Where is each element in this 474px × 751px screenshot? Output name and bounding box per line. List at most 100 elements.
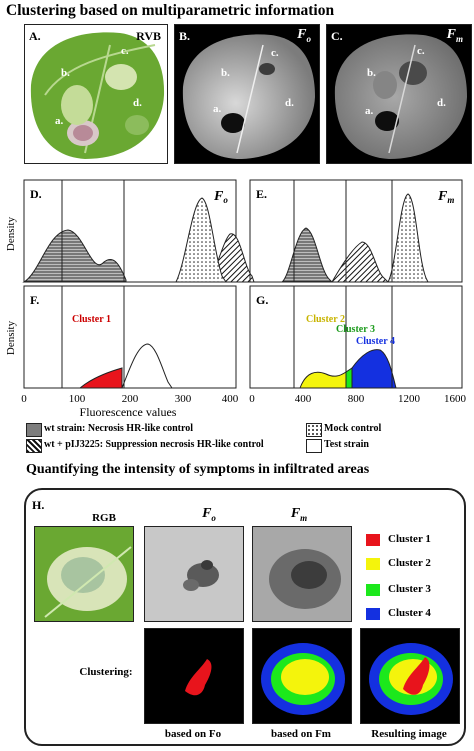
left-tick-1: 100 xyxy=(69,393,86,405)
panel-b-label-main: F xyxy=(297,27,307,42)
left-tick-2: 200 xyxy=(122,393,139,405)
h-cluster-fo-map xyxy=(185,659,212,696)
col-header-fm-sub: m xyxy=(300,512,308,523)
panel-h-letter: H. xyxy=(32,498,45,512)
plot-d-curve-mock xyxy=(175,197,227,283)
clustering-label: Clustering: xyxy=(79,666,133,678)
plot-f-ylabel: Density xyxy=(5,320,17,355)
panel-b-fo-image: B. Fo b. c. d. a. xyxy=(174,24,320,164)
plot-g-cluster2-label: Cluster 2 xyxy=(306,314,345,325)
left-tick-3: 300 xyxy=(175,393,192,405)
plot-f-cluster1-area xyxy=(78,367,123,389)
plot-d-ylabel: Density xyxy=(5,216,17,251)
figure-title-top: Clustering based on multiparametric info… xyxy=(6,2,335,19)
left-tick-0: 0 xyxy=(21,393,27,405)
col-header-fo-sub: o xyxy=(211,512,216,523)
plot-d-letter: D. xyxy=(30,187,42,201)
plot-g-cluster3-label: Cluster 3 xyxy=(336,324,375,335)
h-cluster-fm-image xyxy=(252,628,352,724)
col-header-fo: Fo xyxy=(184,506,234,523)
plot-e-label: Fm xyxy=(437,189,454,205)
leaf-tag-b: b. xyxy=(61,67,70,79)
leaf-tag-d: d. xyxy=(133,97,142,109)
panel-c-label: Fm xyxy=(447,27,463,44)
plot-e-label-main: F xyxy=(437,189,448,204)
h-rgb-image xyxy=(34,526,134,622)
fo-tag-c: c. xyxy=(271,47,279,59)
plot-e-letter: E. xyxy=(256,187,267,201)
panel-b-label: Fo xyxy=(297,27,311,44)
panel-b-label-sub: o xyxy=(306,33,312,44)
fm-tag-b: b. xyxy=(367,67,376,79)
fo-tag-d: d. xyxy=(285,97,294,109)
right-tick-2: 800 xyxy=(348,393,365,405)
fm-tag-a: a. xyxy=(365,105,374,117)
plot-e-curve-necrosis xyxy=(280,227,334,283)
left-tick-4: 400 xyxy=(222,393,239,405)
plot-e-label-sub: m xyxy=(447,195,454,205)
cluster-4-label: Cluster 4 xyxy=(388,607,431,619)
right-tick-3: 1200 xyxy=(398,393,421,405)
legend-swatch-mock xyxy=(306,423,322,437)
leaf-photo xyxy=(30,32,165,159)
plot-d-label-main: F xyxy=(213,189,224,204)
leaf-tag-c: c. xyxy=(121,45,129,57)
panel-a-label: RVB xyxy=(136,29,161,43)
panel-h-box: H. RGB Fo Fm Cluster 1 Cluster 2 Cluster… xyxy=(24,488,466,746)
plot-g-cluster2-area xyxy=(299,371,347,389)
plot-f-cluster-label: Cluster 1 xyxy=(72,314,111,325)
right-tick-0: 0 xyxy=(249,393,255,405)
col-header-fm: Fm xyxy=(274,506,324,523)
h-rgb-photo xyxy=(44,546,132,618)
plot-d-label: Fo xyxy=(213,189,228,205)
panel-c-label-main: F xyxy=(446,27,456,42)
fm-photo xyxy=(334,34,467,159)
right-tick-1: 400 xyxy=(295,393,312,405)
legend-text-test: Test strain xyxy=(324,439,369,450)
col-header-fm-main: F xyxy=(290,506,301,521)
col-header-fo-main: F xyxy=(202,506,212,521)
h-fm-photo xyxy=(269,549,341,609)
plot-g-cluster3-area xyxy=(345,367,353,389)
panel-a-leaf-image: A. RVB b. c. d. a. xyxy=(24,24,168,164)
plot-e-curve-suppression xyxy=(331,241,390,283)
leaf-tag-a: a. xyxy=(55,115,64,127)
plot-xlabel: Fluorescence values xyxy=(80,405,177,419)
plot-d-label-sub: o xyxy=(223,195,228,205)
caption-based-on-fm: based on Fm xyxy=(271,728,331,740)
cluster-3-swatch xyxy=(366,584,380,596)
fm-tag-d: d. xyxy=(437,97,446,109)
col-header-rgb: RGB xyxy=(92,512,116,524)
cluster-3-label: Cluster 3 xyxy=(388,583,431,595)
plot-g-cluster4-label: Cluster 4 xyxy=(356,336,395,347)
plot-g-cluster4-area xyxy=(351,349,397,389)
figure-title-bottom: Quantifying the intensity of symptoms in… xyxy=(26,462,370,477)
legend-text-necrosis: wt strain: Necrosis HR-like control xyxy=(44,423,194,434)
plot-f-letter: F. xyxy=(30,293,39,307)
cluster-2-swatch xyxy=(366,558,380,570)
left-tick-labels: 0 100 200 300 400 xyxy=(21,393,239,405)
fo-tag-b: b. xyxy=(221,67,230,79)
h-cluster-fo-image xyxy=(144,628,244,724)
legend-swatch-test xyxy=(306,439,322,453)
panel-c-letter: C. xyxy=(331,29,343,43)
plot-g-letter: G. xyxy=(256,293,268,307)
caption-based-on-fo: based on Fo xyxy=(164,728,222,740)
panel-b-letter: B. xyxy=(179,29,191,43)
right-tick-labels: 0 400 800 1200 1600 xyxy=(249,393,466,405)
h-cluster-fm-map xyxy=(261,643,345,715)
cluster-2-label: Cluster 2 xyxy=(388,557,431,569)
plot-e-curve-mock xyxy=(387,193,429,283)
right-tick-4: 1600 xyxy=(444,393,467,405)
h-fo-image xyxy=(144,526,244,622)
legend-text-suppression: wt + pIJ3225: Suppression necrosis HR-li… xyxy=(44,439,264,450)
legend-swatch-suppression xyxy=(26,439,42,453)
cluster-4-swatch xyxy=(366,608,380,620)
plot-d-curve-necrosis xyxy=(22,229,127,283)
cluster-1-label: Cluster 1 xyxy=(388,533,431,545)
h-fm-image xyxy=(252,526,352,622)
plot-d-frame xyxy=(23,179,237,283)
panel-c-fm-image: C. Fm b. c. d. a. xyxy=(326,24,472,164)
h-fo-photo xyxy=(183,560,219,591)
legend-text-mock: Mock control xyxy=(324,423,382,434)
